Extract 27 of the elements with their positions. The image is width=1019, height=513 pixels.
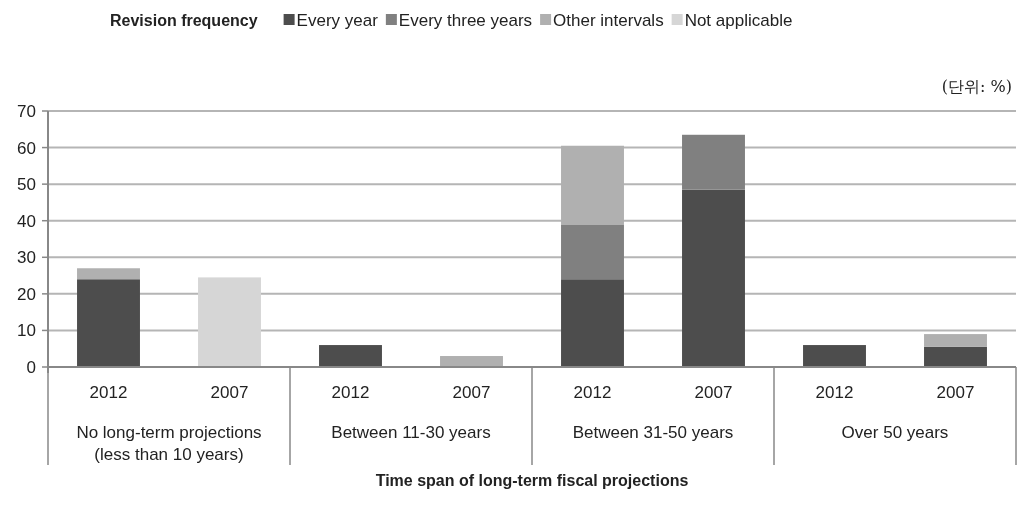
legend-label: Every year [296, 11, 379, 30]
text: (단위: %) [941, 77, 1012, 96]
text: Over 50 years [841, 423, 949, 442]
y-tick-label: 40 [17, 211, 36, 231]
y-tick-label: 30 [17, 248, 36, 268]
legend-label: Every three years [398, 11, 533, 30]
x-tick-label: 2012 [331, 383, 370, 402]
y-tick-label: 0 [26, 358, 36, 377]
y-tick-label: 10 [17, 321, 36, 341]
text: No long-term projections (less than 10 years) [76, 423, 262, 464]
x-tick-label: 2007 [694, 383, 733, 402]
text: Between 11-30 years [331, 423, 491, 442]
y-tick-label: 20 [17, 284, 36, 304]
y-tick-label: 70 [17, 102, 36, 121]
legend-label: Other intervals [553, 11, 664, 30]
y-tick-label: 60 [17, 138, 36, 158]
legend-title: Revision frequency [110, 12, 258, 29]
x-tick-label: 2012 [573, 383, 612, 402]
legend-label: Not applicable [684, 11, 793, 30]
x-tick-label: 2012 [89, 383, 128, 402]
x-tick-label: 2007 [210, 383, 249, 402]
x-axis-title: Time span of long-term fiscal projections [375, 472, 689, 489]
x-tick-label: 2007 [936, 383, 975, 402]
y-tick-label: 50 [17, 175, 36, 195]
text: Between 31-50 years [572, 423, 734, 442]
x-tick-label: 2007 [452, 383, 491, 402]
x-tick-label: 2012 [815, 383, 854, 402]
